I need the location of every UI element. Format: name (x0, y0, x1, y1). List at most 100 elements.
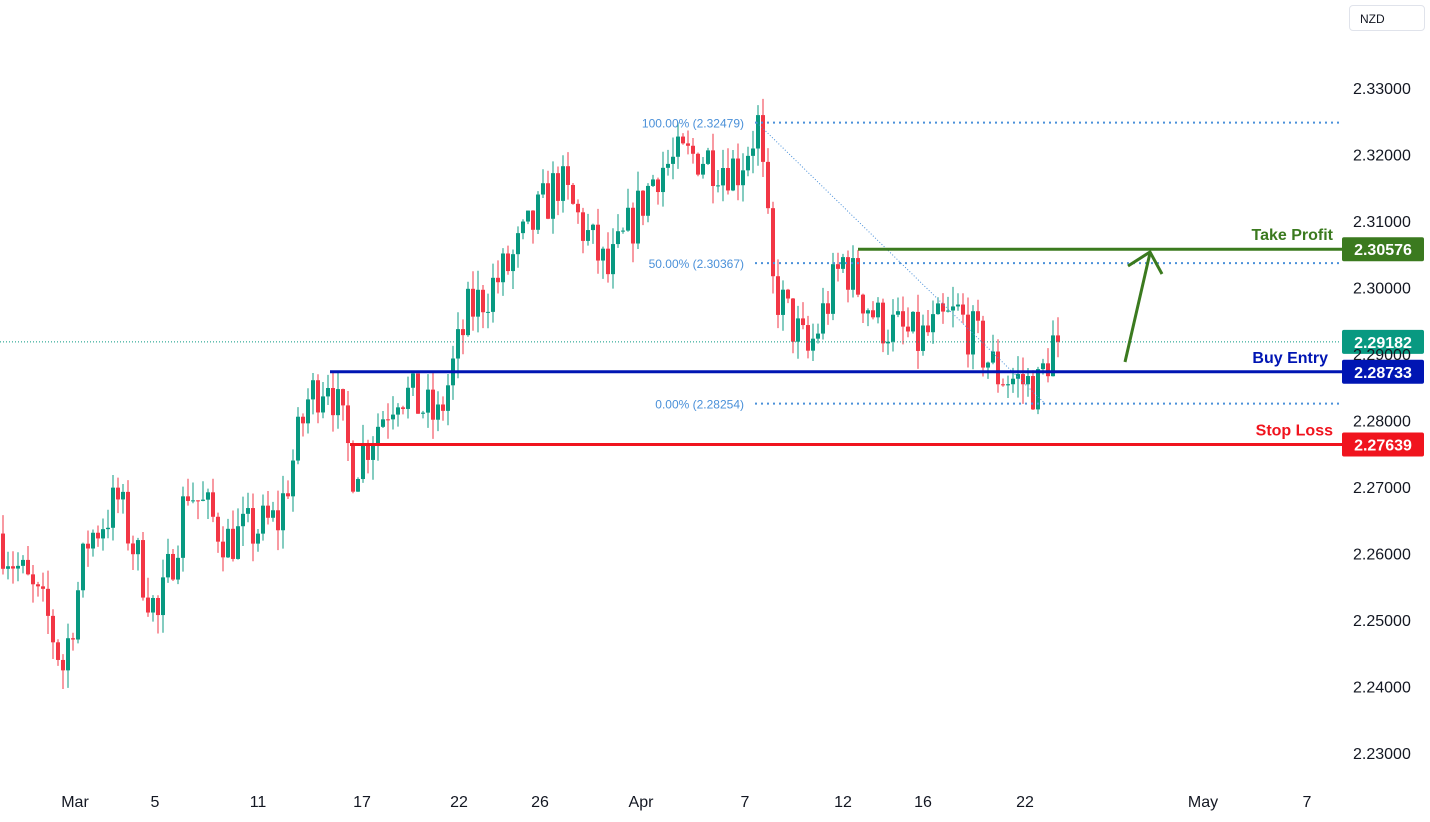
candles (1, 98, 1060, 690)
candle-body (46, 588, 50, 616)
candle-body (646, 185, 650, 216)
candle-body (636, 190, 640, 244)
buy-entry-badge (1342, 359, 1424, 384)
candle-body (596, 224, 600, 261)
price-tick: 2.26000 (1353, 547, 1411, 564)
candle-body (196, 500, 200, 502)
candle-body (611, 244, 615, 275)
candle-body (416, 373, 420, 414)
candle-body (716, 185, 720, 187)
price-tick: 2.33000 (1353, 81, 1411, 98)
candle-body (301, 416, 305, 424)
candle-body (1011, 378, 1015, 385)
candle-body (746, 155, 750, 171)
candle-body (591, 224, 595, 231)
candle-body (886, 341, 890, 344)
stop-loss-value: 2.27639 (1354, 438, 1412, 455)
candle-body (121, 491, 125, 500)
candle-body (766, 161, 770, 209)
candle-body (566, 166, 570, 185)
candle-body (816, 333, 820, 339)
candle-body (231, 528, 235, 559)
candle-body (541, 183, 545, 195)
candle-body (116, 487, 120, 500)
candle-body (921, 325, 925, 351)
candle-body (1001, 384, 1005, 386)
candle-body (101, 529, 105, 539)
currency-selector[interactable]: NZD (1349, 5, 1425, 31)
candle-body (546, 183, 550, 219)
price-tick: 2.23000 (1353, 746, 1411, 763)
candle-body (676, 136, 680, 157)
candle-body (51, 615, 55, 643)
candle-body (216, 516, 220, 542)
candle-body (376, 426, 380, 446)
candle-body (111, 487, 115, 528)
candle-body (986, 362, 990, 368)
candle-body (1, 533, 5, 569)
candle-body (861, 294, 865, 314)
date-tick: 17 (353, 794, 371, 811)
candle-body (586, 230, 590, 241)
candle-body (936, 303, 940, 315)
candle-body (136, 540, 140, 555)
candle-body (421, 412, 425, 414)
candle-body (826, 303, 830, 314)
candle-body (751, 148, 755, 156)
candle-body (556, 173, 560, 201)
candle-body (426, 389, 430, 413)
candle-body (241, 513, 245, 527)
candle-body (736, 158, 740, 186)
candle-body (1006, 384, 1010, 386)
candle-body (531, 210, 535, 230)
candle-body (941, 303, 945, 312)
candle-body (106, 527, 110, 530)
candle-body (291, 460, 295, 497)
candle-body (286, 493, 290, 497)
candle-body (91, 532, 95, 549)
candle-body (371, 445, 375, 460)
candle-body (491, 277, 495, 312)
candle-body (481, 289, 485, 313)
buy-entry-value: 2.28733 (1354, 365, 1412, 382)
candle-body (341, 389, 345, 406)
price-tick: 2.30000 (1353, 281, 1411, 298)
candle-body (741, 170, 745, 186)
candle-body (996, 351, 1000, 385)
candle-body (626, 207, 630, 231)
candle-body (131, 543, 135, 555)
candle-body (471, 288, 475, 317)
candle-body (771, 208, 775, 277)
candle-body (461, 329, 465, 336)
candle-body (26, 559, 30, 575)
stop-loss-badge (1342, 432, 1424, 457)
candle-body (76, 590, 80, 640)
candle-body (1021, 374, 1025, 385)
price-tick: 2.25000 (1353, 613, 1411, 630)
candle-body (346, 405, 350, 444)
candle-body (316, 380, 320, 413)
candle-body (236, 526, 240, 559)
candle-body (81, 543, 85, 591)
price-tick: 2.31000 (1353, 214, 1411, 231)
candle-body (836, 264, 840, 269)
candle-body (501, 253, 505, 283)
candle-body (311, 380, 315, 400)
candle-body (706, 150, 710, 164)
last-price-badge (1342, 329, 1424, 354)
candle-body (36, 584, 40, 587)
candle-body (1026, 376, 1030, 385)
fib-label: 50.00% (2.30367) (649, 257, 744, 271)
candle-body (781, 289, 785, 315)
candle-body (681, 136, 685, 144)
price-tick: 2.32000 (1353, 148, 1411, 165)
candle-body (1046, 363, 1050, 377)
candle-body (336, 389, 340, 416)
candle-body (931, 314, 935, 333)
candle-body (1051, 335, 1055, 377)
candle-body (616, 231, 620, 245)
candle-body (866, 310, 870, 314)
price-tick: 2.29000 (1353, 347, 1411, 364)
take-profit-badge (1342, 237, 1424, 262)
